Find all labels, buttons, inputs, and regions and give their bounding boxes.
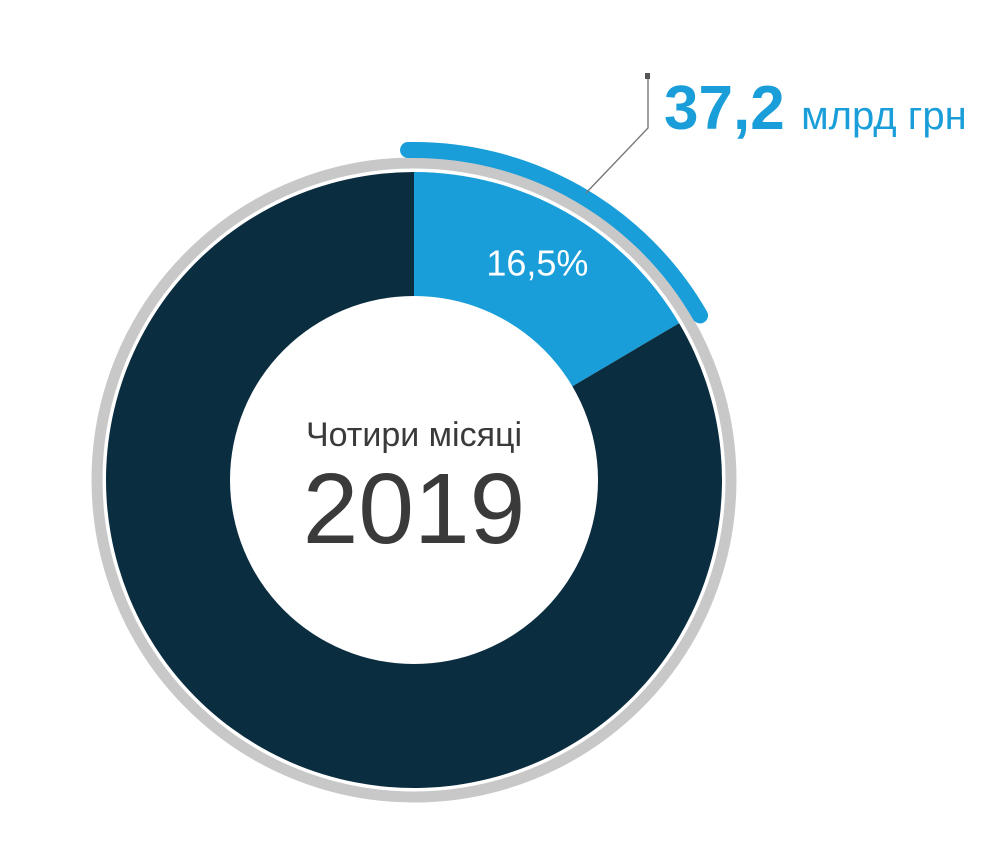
callout-marker (645, 73, 650, 79)
callout-leader-line (585, 78, 649, 194)
highlight-arc (400, 142, 709, 324)
center-subtitle: Чотири місяці (306, 416, 522, 454)
callout-value: 37,2 (664, 74, 785, 143)
slice-label: 16,5% (486, 243, 588, 284)
callout-unit: млрд грн (801, 94, 967, 138)
center-year: 2019 (303, 453, 525, 565)
outer-ring (91, 157, 737, 803)
callout-value-group: 37,2 млрд грн (664, 74, 967, 143)
center-hole (230, 296, 598, 664)
